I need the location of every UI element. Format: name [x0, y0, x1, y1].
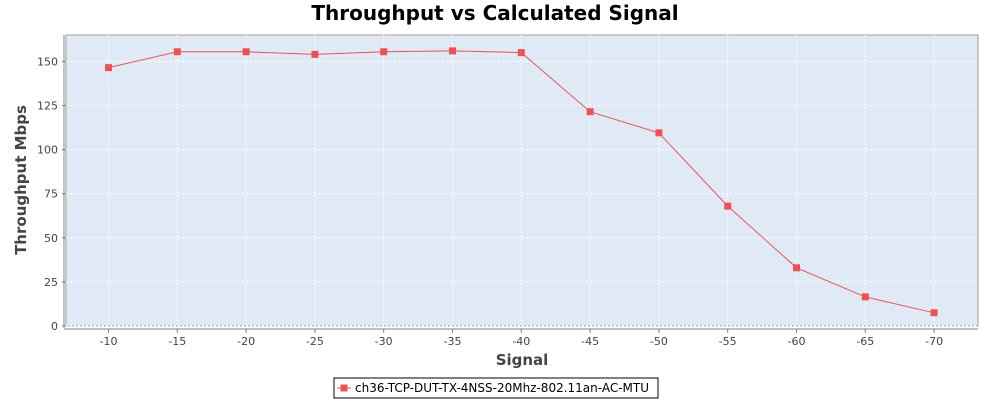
x-tick-label: -70: [925, 335, 943, 348]
chart-title: Throughput vs Calculated Signal: [311, 1, 678, 25]
x-tick-label: -60: [788, 335, 806, 348]
data-point: [380, 48, 388, 56]
y-axis-label: Throughput Mbps: [12, 105, 30, 255]
data-point: [517, 49, 525, 57]
data-point: [242, 48, 250, 56]
data-point: [449, 47, 456, 55]
legend-box: [333, 377, 659, 399]
legend-series-label: ch36-TCP-DUT-TX-4NSS-20Mhz-802.11an-AC-M…: [355, 381, 649, 395]
plot-area: [65, 34, 979, 327]
x-tick-label: -30: [375, 335, 393, 348]
data-point: [861, 293, 869, 301]
x-tick-label: -65: [856, 335, 874, 348]
grid-lines: [66, 35, 978, 327]
data-point: [586, 108, 594, 116]
y-tick-label: 125: [37, 100, 58, 113]
y-axis-ticks: 0 25 50 75 100 125 150: [37, 55, 66, 333]
x-tick-label: -40: [512, 335, 530, 348]
y-tick-label: 25: [44, 276, 58, 289]
data-point: [930, 309, 938, 317]
data-point: [793, 264, 800, 272]
legend-series-marker: [340, 384, 348, 392]
legend: ch36-TCP-DUT-TX-4NSS-20Mhz-802.11an-AC-M…: [333, 377, 659, 399]
y-tick-label: 150: [37, 55, 58, 68]
data-point: [173, 48, 181, 56]
x-tick-label: -20: [237, 335, 255, 348]
y-tick-label: 100: [37, 144, 58, 157]
y-tick-label: 75: [44, 188, 58, 201]
x-tick-label: -55: [719, 335, 737, 348]
data-points: [105, 47, 938, 317]
data-point: [724, 202, 732, 210]
x-tick-label: -25: [306, 335, 324, 348]
x-tick-label: -45: [581, 335, 599, 348]
x-tick-label: -15: [168, 335, 186, 348]
x-tick-label: -50: [650, 335, 668, 348]
y-tick-label: 0: [51, 320, 58, 333]
y-tick-label: 50: [44, 232, 58, 245]
x-tick-label: -10: [100, 335, 118, 348]
data-point: [105, 64, 112, 72]
data-point: [311, 50, 319, 58]
x-axis-ticks: -10 -15 -20 -25 -30 -35 -40 -45 -50 -55 -60 -65 -70: [100, 329, 943, 348]
x-axis-label: Signal: [496, 351, 549, 369]
x-tick-label: -35: [444, 335, 462, 348]
data-point: [655, 129, 663, 137]
